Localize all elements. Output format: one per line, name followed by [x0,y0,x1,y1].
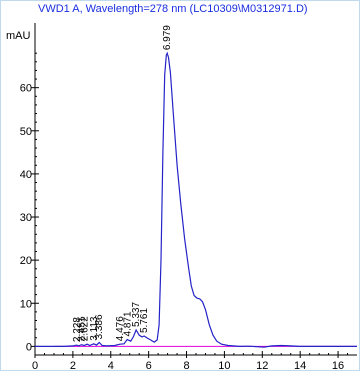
peak-label: 5.761 [139,308,150,333]
peak-label: 2.622 [80,316,91,341]
x-tick-label: 12 [256,360,268,372]
y-tick-label: 0 [26,341,32,353]
x-tick-label: 10 [218,360,230,372]
chart-title: VWD1 A, Wavelength=278 nm (LC10309\M0312… [38,3,308,15]
peak-label: 2.451 [76,316,87,341]
x-tick-label: 6 [146,360,152,372]
y-tick-label: 10 [20,298,32,310]
peak-label: 3.113 [89,316,100,341]
peak-label: 2.228 [72,317,83,342]
y-tick-label: 50 [20,126,32,138]
peak-label: 3.386 [94,314,105,339]
y-axis-label: mAU [6,30,31,42]
x-tick-label: 0 [32,360,38,372]
x-tick-label: 2 [70,360,76,372]
y-tick-label: 40 [20,169,32,181]
peak-label: 5.337 [131,302,142,327]
y-tick-label: 60 [20,83,32,95]
peak-label: 4.871 [122,311,133,336]
x-tick-label: 16 [332,360,344,372]
y-tick-label: 20 [20,255,32,267]
signal-trace [35,51,357,348]
x-tick-label: 4 [108,360,114,372]
x-tick-label: 8 [183,360,189,372]
peak-label: 4.476 [115,316,126,341]
x-tick-label: 14 [294,360,306,372]
y-tick-label: 30 [20,212,32,224]
peak-label: 6.979 [162,25,173,50]
